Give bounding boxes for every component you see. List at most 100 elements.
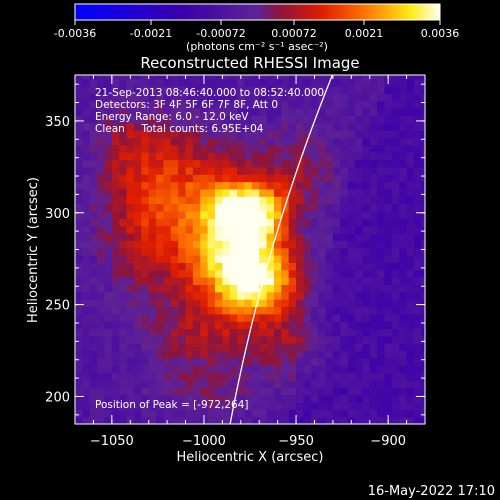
heatmap-cell: [332, 196, 341, 205]
heatmap-cell: [369, 232, 378, 241]
heatmap-cell: [355, 357, 363, 366]
colorbar-cell: [256, 4, 258, 20]
heatmap-cell: [273, 108, 282, 117]
heatmap-cell: [215, 137, 223, 146]
heatmap-cell: [325, 137, 334, 146]
heatmap-cell: [355, 122, 363, 131]
heatmap-cell: [215, 203, 223, 212]
heatmap-cell: [362, 401, 371, 410]
colorbar-cell: [260, 4, 262, 20]
heatmap-cell: [399, 284, 408, 293]
heatmap-cell: [332, 232, 341, 241]
heatmap-cell: [126, 188, 135, 197]
heatmap-cell: [251, 416, 260, 424]
heatmap-cell: [384, 122, 393, 131]
heatmap-cell: [266, 196, 275, 205]
heatmap-cell: [97, 416, 106, 424]
colorbar-cell: [354, 4, 356, 20]
colorbar-cell: [270, 4, 272, 20]
heatmap-cell: [215, 196, 223, 205]
heatmap-cell: [207, 232, 216, 241]
heatmap-cell: [251, 394, 260, 403]
heatmap-cell: [325, 387, 334, 396]
heatmap-cell: [266, 130, 275, 139]
heatmap-cell: [288, 284, 297, 293]
heatmap-cell: [413, 262, 422, 271]
heatmap-cell: [362, 144, 371, 153]
heatmap-cell: [244, 357, 253, 366]
heatmap-cell: [104, 225, 113, 234]
heatmap-cell: [163, 372, 172, 381]
heatmap-cell: [207, 100, 216, 109]
colorbar-cell: [358, 4, 360, 20]
heatmap-cell: [413, 299, 422, 308]
heatmap-cell: [244, 350, 253, 359]
heatmap-cell: [163, 401, 172, 410]
heatmap-cell: [384, 130, 393, 139]
heatmap-cell: [340, 225, 349, 234]
heatmap-cell: [141, 394, 150, 403]
heatmap-cell: [399, 166, 408, 175]
heatmap-cell: [332, 379, 341, 388]
heatmap-cell: [296, 137, 305, 146]
heatmap-cell: [296, 284, 305, 293]
colorbar-cell: [436, 4, 438, 20]
heatmap-cell: [89, 188, 98, 197]
heatmap-cell: [237, 137, 246, 146]
heatmap-cell: [340, 93, 349, 102]
heatmap-cell: [244, 240, 253, 249]
heatmap-cell: [192, 232, 201, 241]
heatmap-cell: [296, 306, 305, 315]
heatmap-cell: [377, 159, 386, 168]
heatmap-cell: [207, 284, 216, 293]
heatmap-cell: [303, 387, 312, 396]
heatmap-cell: [369, 255, 378, 263]
heatmap-cell: [119, 401, 128, 410]
colorbar-cell: [302, 4, 304, 20]
heatmap-cell: [421, 313, 425, 322]
heatmap-cell: [251, 299, 260, 308]
heatmap-cell: [266, 372, 275, 381]
heatmap-cell: [237, 247, 246, 256]
heatmap-cell: [288, 174, 297, 183]
heatmap-cell: [97, 225, 106, 234]
heatmap-cell: [148, 277, 157, 285]
heatmap-cell: [362, 416, 371, 424]
heatmap-cell: [104, 181, 113, 190]
colorbar-cell: [272, 4, 274, 20]
heatmap-cell: [251, 196, 260, 205]
colorbar-cell: [208, 4, 210, 20]
colorbar-cell: [311, 4, 313, 20]
heatmap-cell: [303, 401, 312, 410]
heatmap-cell: [82, 379, 91, 388]
heatmap-cell: [111, 387, 120, 396]
heatmap-cell: [148, 218, 157, 227]
heatmap-cell: [185, 394, 194, 403]
heatmap-cell: [399, 269, 408, 278]
heatmap-cell: [347, 100, 356, 109]
x-tick-label: −1000: [182, 434, 226, 449]
colorbar-cell: [318, 4, 320, 20]
heatmap-cell: [251, 372, 260, 381]
heatmap-cell: [413, 357, 422, 366]
colorbar-cell: [340, 4, 342, 20]
colorbar-cell: [293, 4, 295, 20]
heatmap-cell: [237, 159, 246, 168]
heatmap-cell: [355, 166, 363, 175]
heatmap-cell: [237, 196, 246, 205]
heatmap-cell: [192, 210, 201, 219]
heatmap-cell: [391, 166, 400, 175]
heatmap-cell: [97, 86, 106, 94]
heatmap-cell: [170, 181, 179, 190]
heatmap-cell: [82, 210, 91, 219]
heatmap-cell: [89, 350, 98, 359]
heatmap-cell: [413, 152, 422, 161]
heatmap-cell: [163, 78, 172, 87]
heatmap-cell: [156, 196, 165, 205]
heatmap-cell: [413, 350, 422, 359]
heatmap-cell: [111, 299, 120, 308]
heatmap-cell: [384, 357, 393, 366]
heatmap-cell: [75, 247, 83, 256]
heatmap-cell: [97, 409, 106, 418]
